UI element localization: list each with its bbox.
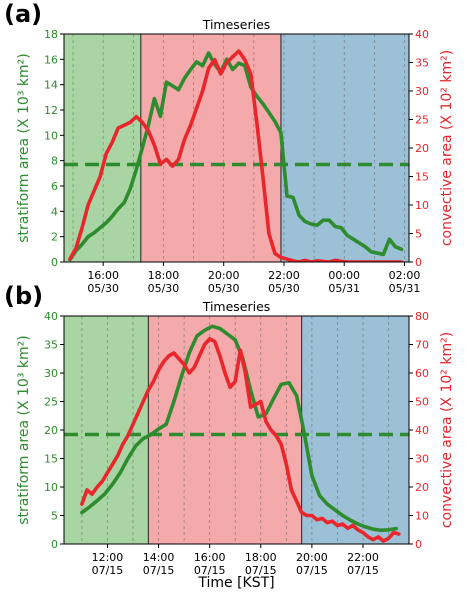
y-axis-label-right: convective area (X 10² km²) <box>439 332 455 528</box>
x-tick-date-label: 05/31 <box>328 282 360 295</box>
y-axis-label-left: stratiform area (X 10³ km²) <box>16 53 32 242</box>
left-tick-label: 30 <box>44 367 58 380</box>
right-tick-label: 60 <box>415 367 429 380</box>
right-tick-label: 20 <box>415 481 429 494</box>
x-tick-date-label: 07/15 <box>194 564 226 577</box>
x-tick-date-label: 07/15 <box>143 564 175 577</box>
left-tick-label: 40 <box>44 310 58 323</box>
left-tick-label: 35 <box>44 339 58 352</box>
x-tick-time-label: 16:00 <box>87 269 119 282</box>
x-tick-date-label: 07/15 <box>296 564 328 577</box>
x-tick-date-label: 05/31 <box>389 282 421 295</box>
left-tick-label: 10 <box>44 481 58 494</box>
right-tick-label: 40 <box>415 28 429 41</box>
left-tick-label: 10 <box>44 129 58 142</box>
right-tick-label: 25 <box>415 114 429 127</box>
y-axis-label-left: stratiform area (X 10³ km²) <box>16 335 32 524</box>
phase-shade-2 <box>148 316 302 544</box>
x-tick-time-label: 16:00 <box>194 551 226 564</box>
left-tick-label: 20 <box>44 424 58 437</box>
left-tick-label: 4 <box>51 205 58 218</box>
stratiform-series-line <box>68 51 404 262</box>
right-tick-label: 50 <box>415 396 429 409</box>
y-axis-label-right: convective area (X 10² km²) <box>439 50 455 246</box>
convective-series-line <box>80 336 401 543</box>
x-tick-date-label: 05/30 <box>208 282 240 295</box>
phase-shade-3 <box>301 316 409 544</box>
x-tick-time-label: 20:00 <box>296 551 328 564</box>
x-tick-time-label: 18:00 <box>148 269 180 282</box>
x-tick-time-label: 02:00 <box>389 269 421 282</box>
x-tick-time-label: 12:00 <box>92 551 124 564</box>
x-tick-time-label: 14:00 <box>143 551 175 564</box>
panel-b: 05101520253035400102030405060708012:0007… <box>4 282 455 577</box>
x-tick-time-label: 00:00 <box>328 269 360 282</box>
x-tick-date-label: 07/15 <box>245 564 277 577</box>
right-tick-label: 20 <box>415 142 429 155</box>
right-tick-label: 5 <box>415 228 422 241</box>
panel-label: (b) <box>4 282 43 310</box>
left-tick-label: 12 <box>44 104 58 117</box>
x-tick-date-label: 05/30 <box>268 282 300 295</box>
right-tick-label: 35 <box>415 57 429 70</box>
x-tick-time-label: 18:00 <box>245 551 277 564</box>
x-tick-time-label: 22:00 <box>268 269 300 282</box>
right-tick-label: 70 <box>415 339 429 352</box>
x-tick-time-label: 22:00 <box>347 551 379 564</box>
left-tick-label: 0 <box>51 256 58 269</box>
right-tick-label: 80 <box>415 310 429 323</box>
right-tick-label: 10 <box>415 510 429 523</box>
x-tick-date-label: 05/30 <box>87 282 119 295</box>
chart-title: Timeseries <box>202 17 271 32</box>
left-tick-label: 14 <box>44 79 58 92</box>
x-tick-time-label: 20:00 <box>208 269 240 282</box>
phase-shade-1 <box>64 316 149 544</box>
right-tick-label: 40 <box>415 424 429 437</box>
chart-title: Timeseries <box>202 299 271 314</box>
left-tick-label: 18 <box>44 28 58 41</box>
x-tick-date-label: 07/15 <box>347 564 379 577</box>
x-tick-date-label: 07/15 <box>92 564 124 577</box>
right-tick-label: 30 <box>415 85 429 98</box>
left-tick-label: 8 <box>51 155 58 168</box>
panel-label: (a) <box>4 0 42 28</box>
right-tick-label: 30 <box>415 453 429 466</box>
left-tick-label: 0 <box>51 538 58 551</box>
phase-shade-3 <box>280 34 409 262</box>
left-tick-label: 25 <box>44 396 58 409</box>
panel-a: 024681012141618051015202530354016:0005/3… <box>4 0 455 295</box>
phase-shade-2 <box>140 34 281 262</box>
right-tick-label: 15 <box>415 171 429 184</box>
left-tick-label: 6 <box>51 180 58 193</box>
right-tick-label: 0 <box>415 256 422 269</box>
left-tick-label: 15 <box>44 453 58 466</box>
left-tick-label: 2 <box>51 231 58 244</box>
left-tick-label: 16 <box>44 53 58 66</box>
x-tick-date-label: 05/30 <box>148 282 180 295</box>
left-tick-label: 5 <box>51 510 58 523</box>
right-tick-label: 10 <box>415 199 429 212</box>
right-tick-label: 0 <box>415 538 422 551</box>
x-axis-label: Time [KST] <box>197 575 274 591</box>
